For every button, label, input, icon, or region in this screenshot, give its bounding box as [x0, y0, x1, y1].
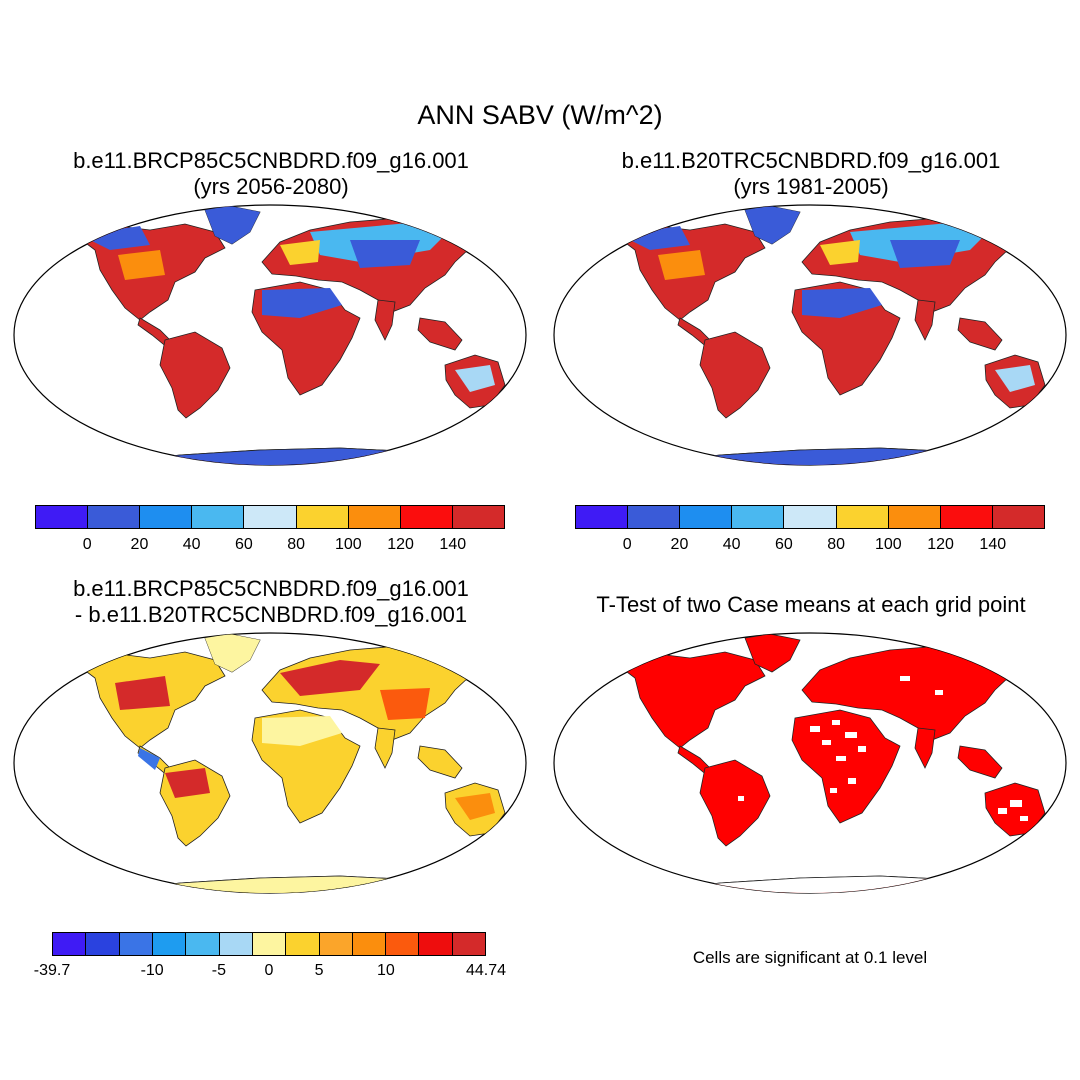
colorbar-swatch	[88, 506, 141, 528]
colorbar-tick-label: 20	[130, 536, 149, 553]
colorbar-swatch	[784, 506, 837, 528]
map-panel-4	[553, 632, 1067, 894]
colorbar-tick-label: 60	[774, 536, 793, 553]
colorbar-tick-label: 100	[334, 536, 362, 553]
colorbar-tick-label: -39.7	[33, 962, 71, 979]
colorbar-tick-label: 80	[287, 536, 306, 553]
colorbar-swatch	[319, 933, 353, 955]
panel-2-title-line2: (yrs 1981-2005)	[733, 174, 889, 199]
colorbar-swatch	[53, 933, 87, 955]
panel-1-title-line1: b.e11.BRCP85C5CNBDRD.f09_g16.001	[73, 148, 469, 173]
colorbar-swatch	[452, 933, 486, 955]
colorbar-tick-label: 44.74	[465, 962, 507, 979]
colorbar-swatch	[386, 933, 420, 955]
colorbar-swatch	[36, 506, 89, 528]
colorbar-tick-label: 120	[927, 536, 954, 553]
colorbar-swatch	[992, 506, 1044, 528]
colorbar-tick-label: 80	[827, 536, 846, 553]
colorbar-tick-label: 60	[234, 536, 253, 553]
colorbar-swatch	[192, 506, 245, 528]
panel-4-title: T-Test of two Case means at each grid po…	[550, 592, 1072, 618]
colorbar-swatch	[86, 933, 120, 955]
colorbar-swatch	[888, 506, 941, 528]
colorbar-swatch	[732, 506, 785, 528]
map-panel-3	[13, 632, 527, 894]
panel-1-title-line2: (yrs 2056-2080)	[193, 174, 349, 199]
colorbar-swatch	[286, 933, 320, 955]
colorbar-tick-label: 0	[622, 536, 632, 553]
colorbar-swatch	[296, 506, 349, 528]
colorbar-swatch	[628, 506, 681, 528]
colorbar-swatch	[836, 506, 889, 528]
panel-3-title: b.e11.BRCP85C5CNBDRD.f09_g16.001 - b.e11…	[30, 576, 512, 628]
colorbar-swatch	[419, 933, 453, 955]
panel-2-title-line1: b.e11.B20TRC5CNBDRD.f09_g16.001	[621, 148, 1001, 173]
colorbar-tick-label: 40	[722, 536, 741, 553]
colorbar-swatch	[119, 933, 153, 955]
colorbar-swatch	[576, 506, 629, 528]
colorbar-swatch	[186, 933, 220, 955]
colorbar-tick-label: 40	[182, 536, 201, 553]
colorbar-panel-1	[35, 505, 505, 529]
colorbar-tick-label: 5	[314, 962, 324, 979]
colorbar-panel-3	[52, 932, 486, 956]
colorbar-swatch	[244, 506, 297, 528]
colorbar-swatch	[152, 933, 187, 955]
colorbar-tick-label: 0	[82, 536, 92, 553]
colorbar-swatch	[940, 506, 993, 528]
map-panel-2	[553, 204, 1067, 466]
colorbar-tick-label: 20	[670, 536, 689, 553]
colorbar-tick-label: -5	[211, 962, 227, 979]
colorbar-tick-label: 140	[979, 536, 1007, 553]
colorbar-swatch	[400, 506, 453, 528]
colorbar-swatch	[140, 506, 193, 528]
colorbar-tick-label: 140	[439, 536, 467, 553]
panel-3-title-line2: - b.e11.B20TRC5CNBDRD.f09_g16.001	[74, 602, 468, 627]
figure-title: ANN SABV (W/m^2)	[417, 100, 663, 130]
panel-4-title-line1: T-Test of two Case means at each grid po…	[596, 592, 1026, 617]
panel-3-title-line1: b.e11.BRCP85C5CNBDRD.f09_g16.001	[73, 576, 469, 601]
colorbar-tick-label: -10	[140, 962, 164, 979]
colorbar-tick-label: 0	[264, 962, 274, 979]
map-panel-1	[13, 204, 527, 466]
colorbar-swatch	[680, 506, 733, 528]
non-significant-cells	[738, 676, 1028, 831]
colorbar-panel-2	[575, 505, 1045, 529]
colorbar-swatch	[352, 933, 387, 955]
colorbar-swatch	[452, 506, 504, 528]
colorbar-tick-label: 100	[874, 536, 902, 553]
ttest-significance-note: Cells are significant at 0.1 level	[692, 948, 928, 967]
colorbar-tick-label: 10	[376, 962, 395, 979]
panel-2-title: b.e11.B20TRC5CNBDRD.f09_g16.001 (yrs 198…	[570, 148, 1052, 200]
colorbar-swatch	[219, 933, 253, 955]
colorbar-swatch	[348, 506, 401, 528]
colorbar-tick-label: 120	[387, 536, 414, 553]
colorbar-swatch	[252, 933, 287, 955]
panel-1-title: b.e11.BRCP85C5CNBDRD.f09_g16.001 (yrs 20…	[30, 148, 512, 200]
